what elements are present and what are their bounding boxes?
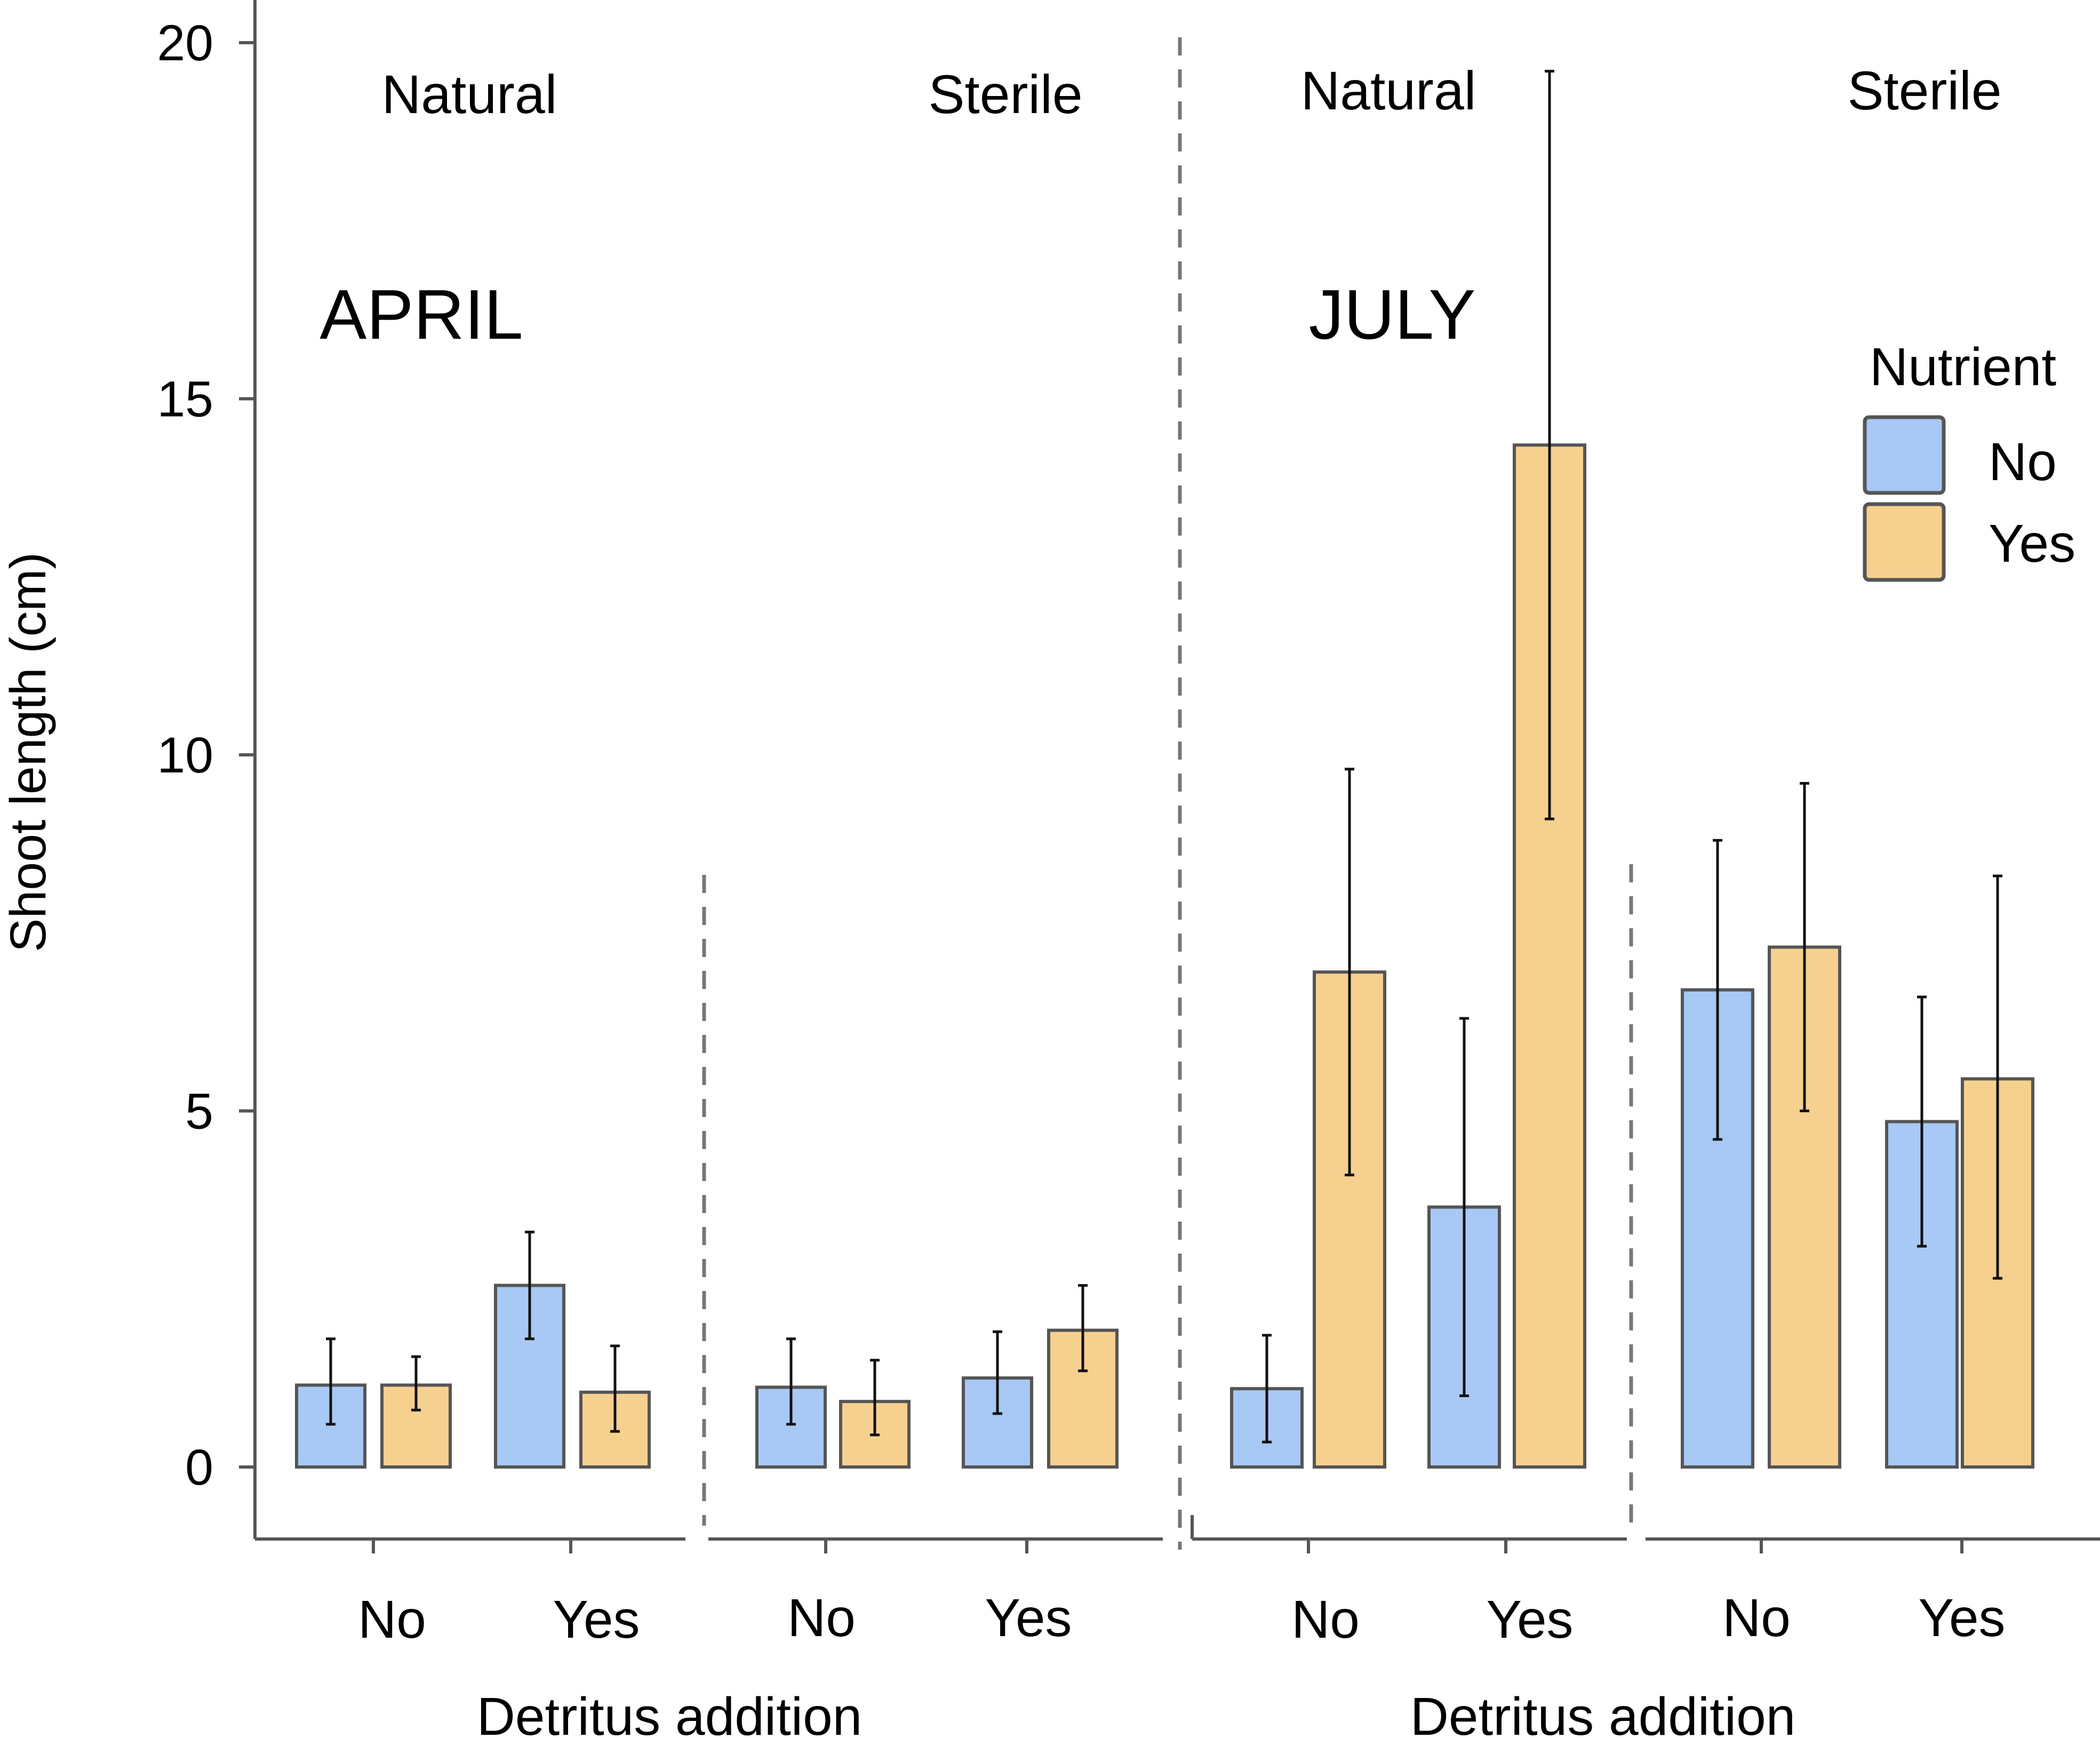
y-tick-label: 15: [157, 371, 213, 428]
group-label-july-sterile: Sterile: [1847, 60, 2001, 121]
category-label: Yes: [1918, 1588, 2005, 1648]
bar-april-natural-detritus-no-nutrient-no: [295, 1383, 366, 1469]
category-label: No: [358, 1590, 426, 1649]
legend-label-yes: Yes: [1989, 514, 2075, 573]
category-label: Yes: [1486, 1590, 1573, 1649]
group-label-july-natural: Natural: [1301, 60, 1476, 121]
bar-april-natural-detritus-no-nutrient-yes: [380, 1383, 452, 1469]
x-axis-label-july: Detritus addition: [1410, 1687, 1796, 1738]
legend-title: Nutrient: [1870, 337, 2056, 397]
legend: Nutrient No Yes: [1863, 337, 2075, 582]
y-tick-label: 5: [185, 1083, 213, 1140]
legend-swatch-yes: [1863, 502, 1946, 582]
y-tick-label: 20: [157, 15, 213, 71]
legend-swatch-no: [1863, 415, 1946, 495]
y-tick-label: 10: [157, 727, 213, 784]
y-tick-label: 0: [185, 1439, 213, 1496]
month-label-april: APRIL: [320, 275, 523, 354]
category-label: No: [1291, 1590, 1360, 1649]
group-label-april-natural: Natural: [382, 64, 557, 125]
legend-label-no: No: [1989, 432, 2057, 492]
category-label: Yes: [553, 1590, 640, 1649]
x-axis-label-april: Detritus addition: [477, 1687, 863, 1738]
group-label-april-sterile: Sterile: [928, 64, 1082, 125]
category-label: No: [787, 1588, 856, 1648]
category-label: No: [1722, 1588, 1791, 1648]
y-axis-label: Shoot length (cm): [0, 552, 57, 952]
month-label-july: JULY: [1309, 275, 1476, 354]
y-axis-ticks: 0 5 10 15 20: [157, 15, 255, 1496]
category-label: Yes: [985, 1588, 1072, 1648]
bars-layer: [295, 69, 2034, 1553]
